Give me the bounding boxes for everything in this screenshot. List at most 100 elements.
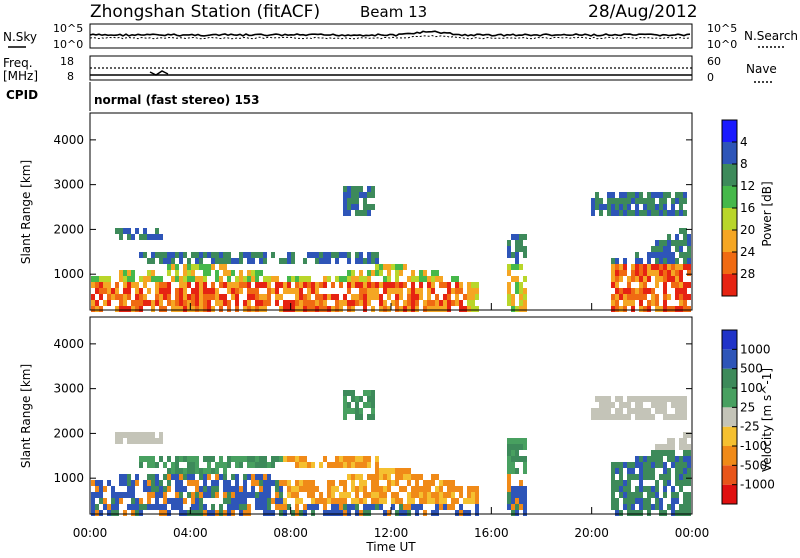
- heatmap-cell: [95, 510, 99, 516]
- heatmap-cell: [335, 486, 339, 492]
- heatmap-cell: [623, 480, 627, 486]
- heatmap-cell: [123, 432, 127, 438]
- heatmap-cell: [131, 498, 135, 504]
- heatmap-cell: [327, 306, 331, 312]
- heatmap-cell: [367, 258, 371, 264]
- heatmap-cell: [195, 276, 199, 282]
- heatmap-cell: [399, 498, 403, 504]
- heatmap-cell: [675, 474, 679, 480]
- heatmap-cell: [135, 288, 139, 294]
- heatmap-cell: [511, 438, 515, 444]
- heatmap-cell: [111, 486, 115, 492]
- heatmap-cell: [679, 228, 683, 234]
- heatmap-cell: [143, 252, 147, 258]
- heatmap-cell: [287, 252, 291, 258]
- beam-label: Beam 13: [360, 3, 427, 21]
- heatmap-cell: [347, 462, 351, 468]
- heatmap-cell: [655, 270, 659, 276]
- heatmap-cell: [151, 432, 155, 438]
- y-tick-label: 1000: [53, 267, 84, 281]
- heatmap-cell: [239, 486, 243, 492]
- heatmap-cell: [519, 306, 523, 312]
- heatmap-cell: [375, 294, 379, 300]
- heatmap-cell: [203, 456, 207, 462]
- heatmap-cell: [299, 300, 303, 306]
- heatmap-cell: [363, 192, 367, 198]
- heatmap-cell: [379, 468, 383, 474]
- heatmap-cell: [371, 408, 375, 414]
- heatmap-cell: [655, 486, 659, 492]
- heatmap-cell: [255, 306, 259, 312]
- heatmap-cell: [323, 456, 327, 462]
- heatmap-cell: [383, 282, 387, 288]
- heatmap-cell: [355, 414, 359, 420]
- heatmap-cell: [147, 474, 151, 480]
- heatmap-cell: [363, 504, 367, 510]
- heatmap-cell: [659, 252, 663, 258]
- heatmap-cell: [343, 300, 347, 306]
- heatmap-cell: [683, 240, 687, 246]
- heatmap-cell: [603, 204, 607, 210]
- heatmap-cell: [247, 492, 251, 498]
- heatmap-cell: [207, 474, 211, 480]
- heatmap-cell: [671, 510, 675, 516]
- heatmap-cell: [515, 306, 519, 312]
- heatmap-cell: [311, 288, 315, 294]
- heatmap-cell: [95, 504, 99, 510]
- heatmap-cell: [619, 414, 623, 420]
- heatmap-cell: [99, 486, 103, 492]
- heatmap-cell: [419, 504, 423, 510]
- heatmap-cell: [191, 270, 195, 276]
- heatmap-cell: [123, 276, 127, 282]
- heatmap-cell: [267, 504, 271, 510]
- heatmap-cell: [231, 282, 235, 288]
- heatmap-cell: [367, 414, 371, 420]
- heatmap-cell: [431, 498, 435, 504]
- heatmap-cell: [407, 498, 411, 504]
- heatmap-cell: [171, 474, 175, 480]
- heatmap-cell: [623, 198, 627, 204]
- heatmap-cell: [243, 498, 247, 504]
- heatmap-cell: [119, 480, 123, 486]
- heatmap-cell: [311, 252, 315, 258]
- heatmap-cell: [651, 264, 655, 270]
- heatmap-cell: [299, 462, 303, 468]
- heatmap-cell: [163, 504, 167, 510]
- y-tick-label: 2000: [53, 222, 84, 236]
- heatmap-cell: [383, 486, 387, 492]
- heatmap-cell: [143, 276, 147, 282]
- heatmap-cell: [239, 288, 243, 294]
- heatmap-cell: [683, 474, 687, 480]
- heatmap-cell: [423, 306, 427, 312]
- heatmap-cell: [399, 306, 403, 312]
- x-tick-label: 12:00: [374, 526, 409, 540]
- heatmap-cell: [367, 456, 371, 462]
- heatmap-cell: [347, 288, 351, 294]
- heatmap-cell: [199, 300, 203, 306]
- heatmap-cell: [355, 402, 359, 408]
- heatmap-cell: [519, 456, 523, 462]
- heatmap-cell: [355, 510, 359, 516]
- heatmap-cell: [371, 498, 375, 504]
- heatmap-cell: [635, 414, 639, 420]
- heatmap-cell: [143, 294, 147, 300]
- heatmap-cell: [203, 480, 207, 486]
- heatmap-cell: [147, 270, 151, 276]
- colorbar-tick-label: 4: [740, 135, 748, 149]
- x-tick-label: 20:00: [574, 526, 609, 540]
- heatmap-cell: [455, 294, 459, 300]
- heatmap-cell: [259, 474, 263, 480]
- heatmap-cell: [595, 204, 599, 210]
- heatmap-cell: [359, 252, 363, 258]
- heatmap-cell: [379, 270, 383, 276]
- heatmap-cell: [671, 486, 675, 492]
- heatmap-cell: [351, 474, 355, 480]
- heatmap-cell: [283, 480, 287, 486]
- heatmap-cell: [231, 474, 235, 480]
- heatmap-cell: [267, 276, 271, 282]
- heatmap-cell: [351, 486, 355, 492]
- heatmap-cell: [347, 402, 351, 408]
- heatmap-cell: [151, 276, 155, 282]
- heatmap-cell: [515, 282, 519, 288]
- heatmap-cell: [199, 498, 203, 504]
